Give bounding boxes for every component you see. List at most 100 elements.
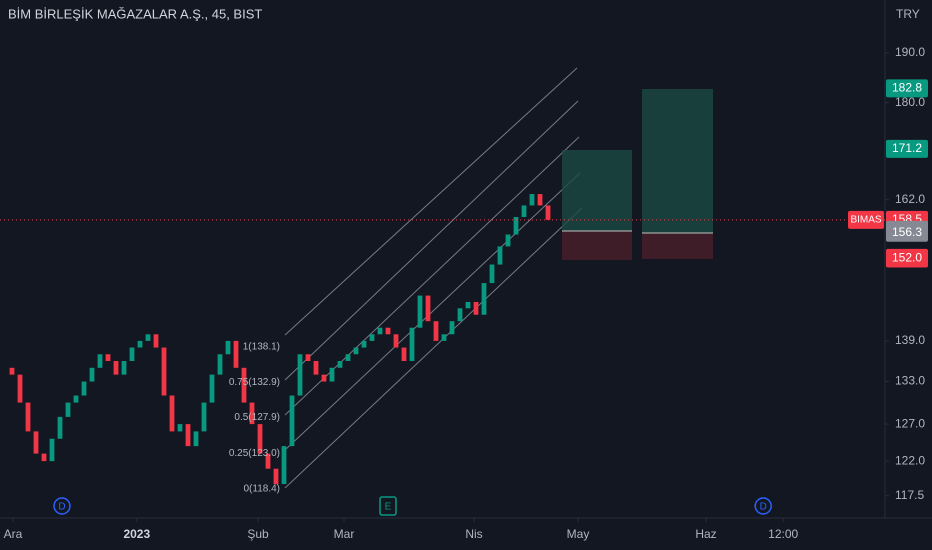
candle	[337, 360, 343, 368]
y-tick-label: 127.0	[895, 416, 925, 430]
candle	[385, 327, 391, 335]
channel-line	[284, 172, 581, 451]
candle	[321, 374, 327, 382]
candle	[217, 354, 223, 375]
candle	[345, 354, 351, 361]
candle	[305, 354, 311, 361]
candle	[65, 402, 71, 417]
candle	[57, 416, 63, 439]
candles	[9, 194, 551, 485]
candle	[425, 295, 431, 322]
currency: TRY	[896, 7, 920, 21]
x-tick-label: May	[567, 527, 590, 541]
candle	[241, 367, 247, 403]
candle	[313, 360, 319, 375]
chart-title: BİM BİRLEŞİK MAĞAZALAR A.Ş., 45, BIST	[8, 6, 262, 21]
candle	[201, 402, 207, 432]
y-tick-label: 162.0	[895, 192, 925, 206]
x-tick-label: Mar	[334, 527, 355, 541]
fib-label: 0.25(123.0)	[229, 448, 280, 459]
price-badge	[886, 139, 928, 158]
candle	[233, 340, 239, 368]
candle	[33, 431, 39, 454]
candle	[89, 367, 95, 382]
candle	[513, 216, 519, 235]
y-tick-label: 117.5	[895, 488, 924, 502]
fib-label: 0.5(127.9)	[234, 412, 280, 423]
channel-line	[284, 207, 583, 489]
loss-zone	[642, 233, 713, 259]
candle	[105, 354, 111, 361]
fib-label: 1(138.1)	[243, 342, 280, 353]
y-tick-label: 139.0	[895, 333, 925, 347]
candle	[497, 246, 503, 265]
candle	[169, 395, 175, 432]
candle	[457, 308, 463, 322]
candle	[145, 334, 151, 341]
candle	[361, 340, 367, 348]
candle	[209, 374, 215, 403]
candle	[521, 205, 527, 217]
candle	[9, 367, 15, 375]
candle	[17, 374, 23, 403]
candle	[81, 381, 87, 396]
event-icon	[53, 497, 71, 515]
candle	[329, 367, 335, 382]
price-badge-label: 152.0	[892, 251, 922, 265]
candle	[409, 327, 415, 361]
candle	[393, 334, 399, 348]
candle	[537, 194, 543, 206]
candle	[377, 327, 383, 335]
x-tick-label: 2023	[123, 527, 150, 541]
x-tick-label: Ara	[4, 527, 23, 541]
candle	[193, 431, 199, 447]
symbol-label: BIMAS	[850, 215, 881, 226]
candle	[225, 340, 231, 355]
y-tick-label: 190.0	[895, 45, 925, 59]
candle	[401, 347, 407, 361]
event-icon	[379, 496, 397, 516]
candle	[185, 424, 191, 447]
candle	[25, 402, 31, 432]
candle	[97, 354, 103, 368]
x-tick-label: Şub	[247, 527, 269, 541]
candle	[465, 301, 471, 309]
candle	[273, 468, 279, 485]
candle	[249, 402, 255, 425]
price-badge	[886, 223, 928, 242]
candle	[433, 321, 439, 341]
fib-label: 0.75(132.9)	[229, 377, 280, 388]
candle	[473, 301, 479, 315]
x-tick-label: 12:00	[768, 527, 798, 541]
candle	[137, 340, 143, 348]
candle	[417, 295, 423, 328]
price-badge-label: 182.8	[892, 81, 922, 95]
candle	[177, 424, 183, 432]
candle	[129, 347, 135, 361]
price-badge	[886, 79, 928, 98]
candle	[289, 395, 295, 447]
candle	[353, 347, 359, 355]
x-tick-label: Nis	[465, 527, 482, 541]
candle	[265, 453, 271, 469]
profit-zone	[562, 150, 632, 231]
price-badge	[886, 249, 928, 268]
y-tick-label: 122.0	[895, 453, 925, 467]
candle	[545, 205, 551, 220]
candle	[113, 360, 119, 375]
candle	[505, 234, 511, 247]
candle	[449, 321, 455, 335]
event-icon	[754, 497, 772, 515]
candle	[153, 334, 159, 348]
x-tick-label: Haz	[695, 527, 716, 541]
fib-label: 0(118.4)	[243, 483, 280, 494]
candle	[257, 424, 263, 454]
event-label: D	[58, 502, 65, 513]
candle	[281, 446, 287, 485]
candle	[297, 354, 303, 396]
loss-zone	[562, 231, 632, 260]
candle	[529, 194, 535, 206]
price-badge-label: 156.3	[892, 225, 922, 239]
